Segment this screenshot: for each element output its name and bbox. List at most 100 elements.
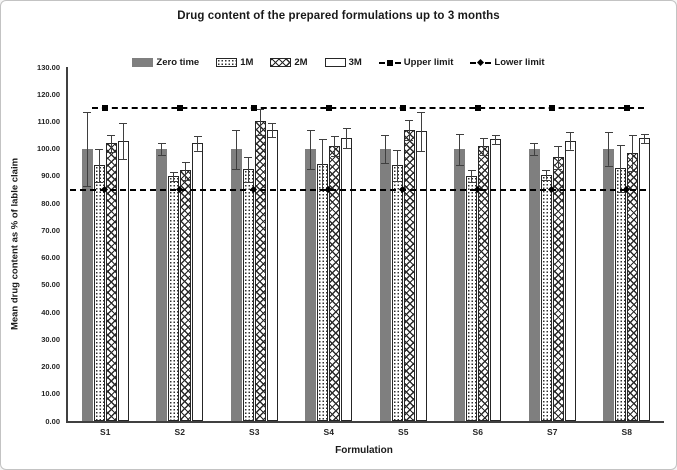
- bar-zero-time-s6: [454, 148, 466, 421]
- x-tick-label-s6: S6: [472, 427, 483, 437]
- error-bar-zero-time-s8: [604, 132, 613, 168]
- error-bar-2m-s2: [181, 162, 190, 181]
- y-axis-title: Mean drug content as % of lable claim: [9, 157, 21, 331]
- y-tick-label: 110.00: [37, 116, 60, 126]
- error-bar-zero-time-s4: [306, 129, 315, 170]
- error-bar-2m-s8: [628, 135, 637, 173]
- upper-limit-marker-s1: [102, 104, 109, 111]
- x-tick-label-s4: S4: [323, 427, 334, 437]
- legend-label: 1M: [240, 57, 254, 68]
- error-bar-2m-s3: [256, 109, 265, 136]
- error-bar-1m-s2: [169, 171, 178, 182]
- legend-item-zero-time: Zero time: [132, 57, 199, 68]
- bar-2m-s6: [478, 145, 490, 421]
- error-bar-3m-s6: [491, 135, 500, 146]
- bar-3m-s4: [341, 137, 353, 421]
- y-tick-label: 90.00: [41, 171, 60, 181]
- legend-upper-limit-icon: [378, 59, 401, 66]
- upper-limit-marker-s8: [623, 104, 630, 111]
- x-tick-label-s5: S5: [398, 427, 409, 437]
- y-tick-label: 30.00: [41, 334, 60, 344]
- error-bar-zero-time-s5: [381, 135, 390, 165]
- bar-1m-s2: [168, 175, 180, 421]
- y-tick-label: 0.00: [45, 416, 60, 426]
- error-bar-1m-s4: [318, 139, 327, 191]
- bar-1m-s5: [391, 165, 403, 421]
- legend-label: Zero time: [156, 57, 200, 68]
- error-bar-1m-s5: [393, 150, 402, 182]
- upper-limit-marker-s5: [400, 104, 407, 111]
- bar-3m-s8: [639, 137, 651, 421]
- x-tick-label-s8: S8: [621, 427, 632, 437]
- y-tick-label: 20.00: [41, 362, 60, 372]
- bar-3m-s3: [266, 129, 278, 421]
- error-bar-3m-s4: [342, 128, 351, 150]
- bar-zero-time-s7: [528, 148, 540, 421]
- x-tick-label-s1: S1: [100, 427, 111, 437]
- dash: [485, 61, 492, 64]
- error-bar-1m-s8: [616, 144, 625, 193]
- error-bar-1m-s7: [542, 170, 551, 181]
- error-bar-3m-s8: [640, 133, 649, 144]
- upper-limit-marker-s6: [474, 104, 481, 111]
- upper-limit-marker-s2: [176, 104, 183, 111]
- bar-1m-s3: [242, 169, 254, 421]
- legend-swatch-zero-time-icon: [132, 58, 154, 67]
- upper-limit-line: [92, 106, 644, 109]
- upper-limit-marker-s3: [251, 104, 258, 111]
- bar-3m-s6: [490, 139, 502, 421]
- legend-label: 3M: [348, 57, 362, 68]
- square-marker-icon: [386, 59, 393, 66]
- error-bar-zero-time-s7: [530, 143, 539, 157]
- legend-lower-limit-icon: [470, 58, 492, 67]
- y-tick-label: 40.00: [41, 307, 60, 317]
- y-tick-label: 50.00: [41, 280, 60, 290]
- upper-limit-marker-s4: [325, 104, 332, 111]
- bar-3m-s2: [192, 143, 204, 421]
- dash: [378, 61, 385, 64]
- error-bar-3m-s1: [119, 122, 128, 161]
- legend-swatch-1m-icon: [216, 58, 238, 67]
- legend-swatch-2m-icon: [270, 58, 292, 67]
- legend-item-3m: 3M: [324, 57, 362, 68]
- y-tick-label: 70.00: [41, 225, 60, 235]
- lower-limit-line: [70, 188, 646, 191]
- bar-1m-s1: [93, 165, 105, 421]
- y-tick-label: 100.00: [37, 144, 60, 154]
- legend-swatch-3m-icon: [324, 58, 346, 67]
- bar-3m-s5: [415, 131, 427, 421]
- diamond-marker-icon: [477, 58, 485, 67]
- error-bar-zero-time-s2: [157, 143, 166, 157]
- bar-1m-s8: [615, 167, 627, 421]
- bar-2m-s5: [403, 129, 415, 421]
- error-bar-2m-s7: [554, 145, 563, 170]
- dash: [394, 61, 401, 64]
- error-bar-zero-time-s1: [83, 111, 92, 188]
- chart-legend: Zero time 1M 2M 3M Upper limit Lower limit: [1, 57, 676, 68]
- legend-item-1m: 1M: [216, 57, 253, 68]
- legend-label: Upper limit: [403, 57, 454, 68]
- bar-zero-time-s5: [379, 148, 391, 421]
- error-bar-3m-s7: [566, 132, 575, 151]
- error-bar-3m-s2: [193, 136, 202, 153]
- y-tick-label: 10.00: [41, 389, 60, 399]
- bar-zero-time-s3: [230, 148, 242, 421]
- bar-3m-s7: [564, 140, 576, 421]
- error-bar-1m-s6: [467, 170, 476, 184]
- bar-1m-s4: [317, 163, 329, 421]
- error-bar-zero-time-s6: [455, 133, 464, 166]
- bar-2m-s3: [254, 121, 266, 421]
- bar-3m-s1: [117, 140, 129, 421]
- error-bar-2m-s4: [330, 136, 339, 158]
- legend-item-upper-limit: Upper limit: [378, 57, 454, 68]
- x-tick-label-s2: S2: [174, 427, 185, 437]
- plot-area: 0.00 10.00 20.00 30.00 40.00 50.00 60.00 70.00 8…: [37, 63, 664, 437]
- y-tick-label: 80.00: [41, 198, 60, 208]
- legend-item-lower-limit: Lower limit: [470, 57, 545, 68]
- chart-title: Drug content of the prepared formulation…: [177, 10, 500, 22]
- error-bar-2m-s1: [107, 135, 116, 154]
- upper-limit-marker-s7: [549, 104, 556, 111]
- error-bar-3m-s5: [417, 111, 426, 153]
- bar-1m-s6: [466, 175, 478, 421]
